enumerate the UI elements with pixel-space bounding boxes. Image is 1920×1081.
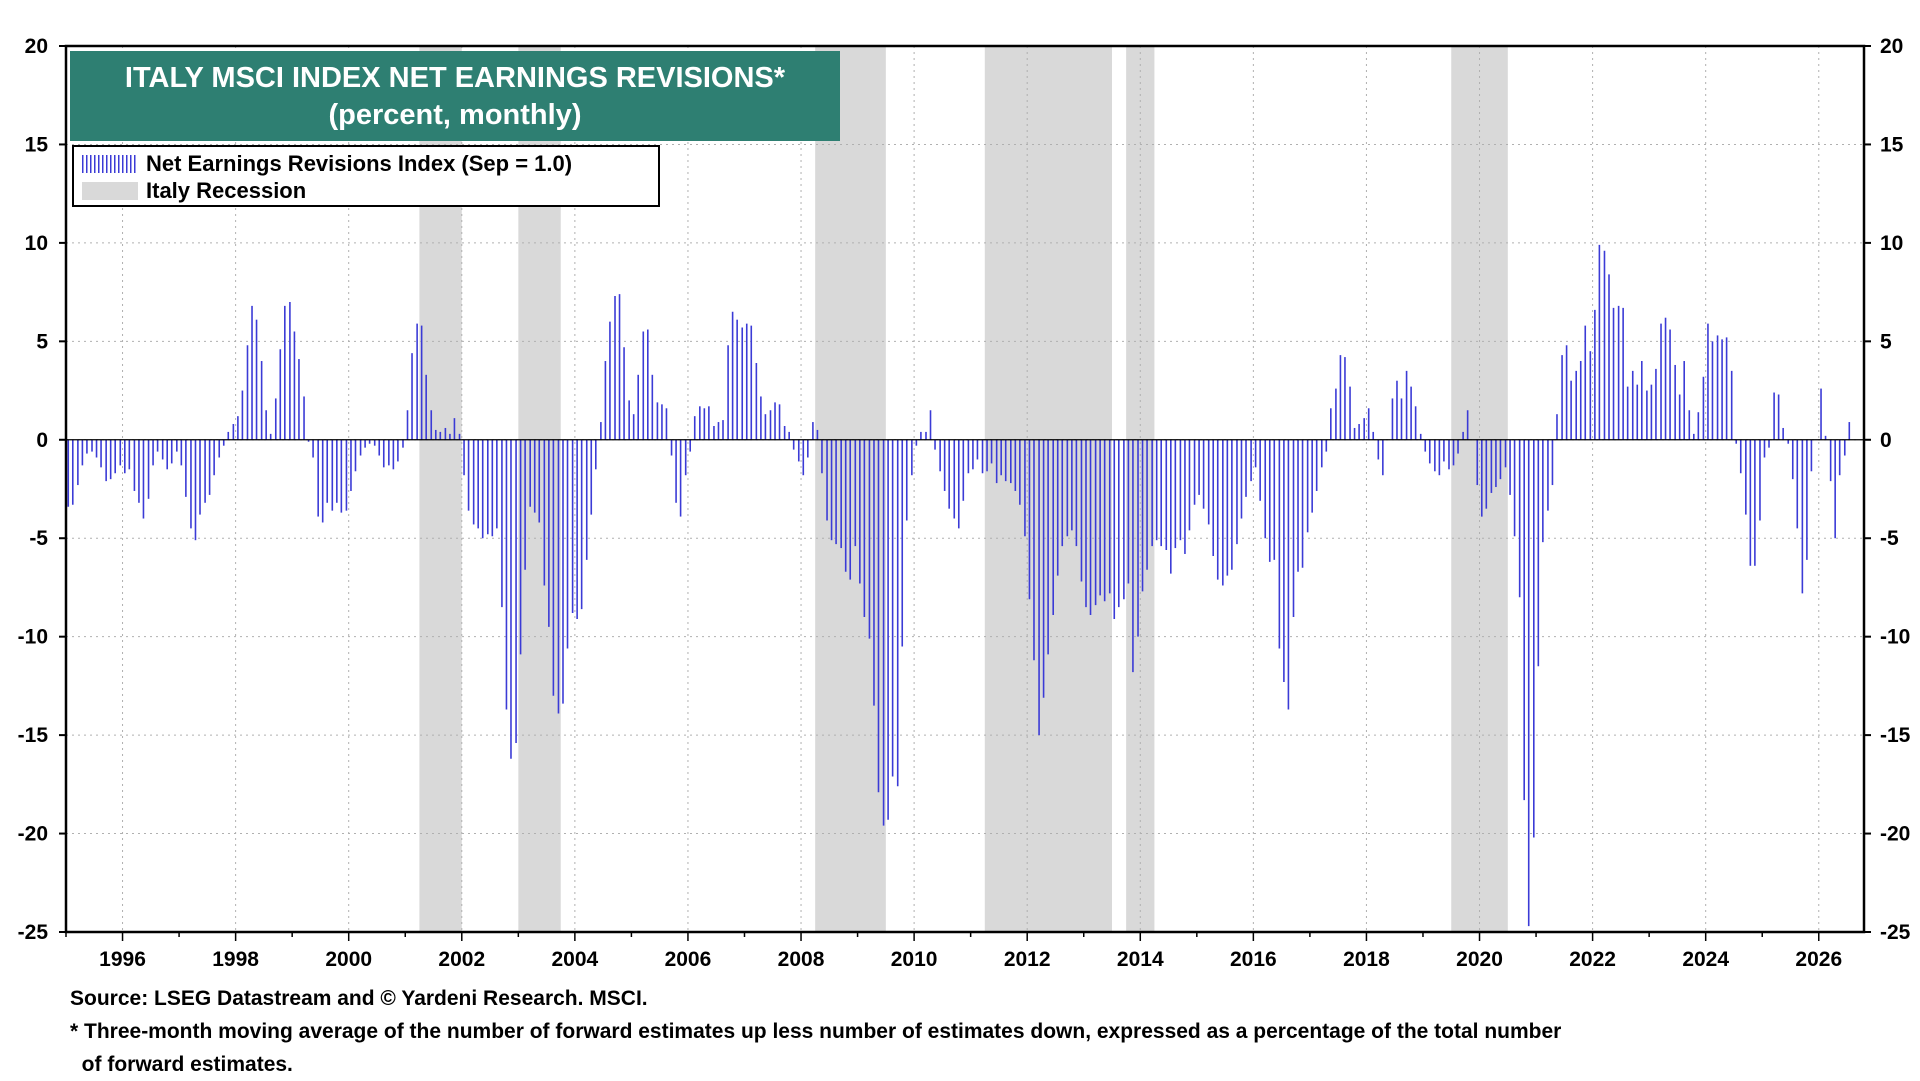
x-tick-label: 2002 [438, 948, 485, 971]
source-note: Source: LSEG Datastream and © Yardeni Re… [70, 987, 648, 1010]
y-tick-label-left: -20 [18, 823, 48, 846]
x-tick-label: 2026 [1795, 948, 1842, 971]
x-tick-label: 2000 [325, 948, 372, 971]
y-tick-label-right: -25 [1880, 921, 1911, 944]
legend-recession-swatch [82, 182, 138, 200]
x-tick-label: 2022 [1569, 948, 1616, 971]
x-tick-label: 2008 [778, 948, 825, 971]
y-tick-label-left: -5 [29, 527, 48, 550]
x-tick-label: 2024 [1682, 948, 1729, 971]
legend-bars-swatch [82, 155, 138, 173]
x-tick-label: 2012 [1004, 948, 1051, 971]
y-tick-label-left: 20 [25, 35, 48, 58]
y-tick-label-right: -20 [1880, 823, 1910, 846]
chart-subtitle: (percent, monthly) [328, 99, 582, 131]
y-tick-label-left: 15 [25, 133, 49, 156]
y-axis-right: 20 15 10 5 0 -5 -10 -15 -20 -25 [1864, 35, 1911, 944]
method-note-line2: of forward estimates. [70, 1053, 293, 1076]
legend-label-revisions: Net Earnings Revisions Index (Sep = 1.0) [146, 151, 573, 176]
y-tick-label-right: -5 [1880, 527, 1899, 550]
legend-item-revisions: Net Earnings Revisions Index (Sep = 1.0) [82, 151, 572, 177]
x-axis: 1996 1998 2000 2002 2004 2006 2008 2010 2012 2014… [65, 932, 1842, 971]
legend-label-recession: Italy Recession [146, 178, 307, 203]
x-tick-label: 1996 [99, 948, 146, 971]
y-tick-label-right: 10 [1880, 232, 1903, 255]
y-axis-left: 20 15 10 5 0 -5 -10 -15 -20 -25 [18, 35, 66, 944]
x-tick-label: 2004 [552, 948, 599, 971]
footnotes: Source: LSEG Datastream and © Yardeni Re… [70, 982, 1561, 1081]
y-tick-label-right: 5 [1880, 330, 1892, 353]
x-tick-label: 2016 [1230, 948, 1277, 971]
x-tick-label: 2006 [665, 948, 712, 971]
plot-frame [64, 44, 1866, 934]
gridlines [66, 46, 1864, 932]
y-tick-label-left: -25 [18, 921, 49, 944]
y-tick-label-right: -10 [1880, 626, 1910, 649]
method-note-line1: * Three-month moving average of the numb… [70, 1020, 1562, 1043]
chart-title: ITALY MSCI INDEX NET EARNINGS REVISIONS* [124, 62, 786, 94]
x-tick-label: 2014 [1117, 948, 1164, 971]
chart-title-box: ITALY MSCI INDEX NET EARNINGS REVISIONS*… [70, 51, 840, 141]
y-tick-label-left: 0 [36, 429, 48, 452]
revision-bars [67, 244, 1851, 927]
x-tick-label: 2020 [1456, 948, 1503, 971]
y-tick-label-left: 5 [36, 330, 48, 353]
legend: Net Earnings Revisions Index (Sep = 1.0)… [72, 145, 660, 207]
y-tick-label-right: 15 [1880, 133, 1904, 156]
y-tick-label-right: 0 [1880, 429, 1892, 452]
y-tick-label-right: 20 [1880, 35, 1903, 58]
x-tick-label: 2018 [1343, 948, 1390, 971]
x-tick-label: 1998 [212, 948, 259, 971]
legend-item-recession: Italy Recession [82, 178, 306, 204]
y-tick-label-right: -15 [1880, 724, 1911, 747]
y-tick-label-left: 10 [25, 232, 48, 255]
y-tick-label-left: -15 [18, 724, 49, 747]
y-tick-label-left: -10 [18, 626, 48, 649]
x-tick-label: 2010 [891, 948, 938, 971]
